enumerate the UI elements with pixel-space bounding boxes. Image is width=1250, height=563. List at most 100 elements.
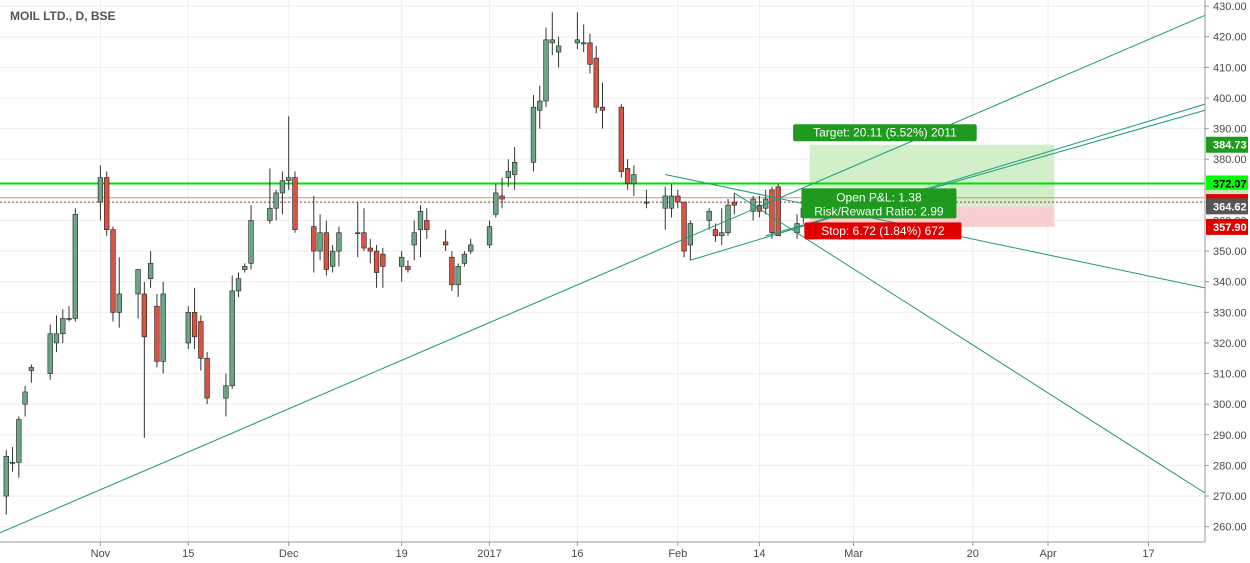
candle-up — [72, 214, 78, 319]
x-tick-label: Nov — [91, 548, 111, 560]
y-tick-label: 410.00 — [1213, 62, 1247, 74]
stop-label-box — [804, 222, 962, 240]
candle-down — [624, 168, 631, 185]
candle-up — [97, 177, 104, 203]
candle-down — [110, 229, 116, 313]
candle-up — [9, 462, 16, 464]
grid — [0, 0, 1205, 542]
candle-up — [185, 312, 191, 344]
candle-down — [499, 195, 505, 200]
candle-down — [361, 232, 367, 249]
y-tick-label: 260.00 — [1213, 522, 1247, 534]
candle-down — [141, 293, 148, 338]
stop-label: Stop: 6.72 (1.84%) 672 — [821, 224, 945, 238]
candle-up — [336, 232, 342, 252]
candle-down — [593, 57, 599, 108]
x-tick-label: Feb — [668, 548, 687, 560]
candle-down — [104, 177, 110, 230]
candle-up — [581, 42, 587, 45]
candle-up — [135, 269, 141, 295]
trend-line[interactable] — [734, 192, 1206, 494]
trend-line[interactable] — [690, 103, 1206, 261]
price-badge-box — [1206, 175, 1248, 192]
candle-up — [662, 195, 668, 209]
candle-up — [329, 250, 336, 267]
candle-up — [574, 39, 581, 44]
candle-up — [16, 419, 22, 463]
y-tick-label: 310.00 — [1213, 369, 1247, 381]
candle-down — [587, 42, 593, 65]
candle-down — [675, 195, 681, 203]
x-tick-label: Dec — [279, 548, 299, 560]
candle-down — [198, 321, 204, 359]
candle-up — [411, 232, 417, 246]
trend-line[interactable] — [0, 14, 1206, 534]
price-badge: 364.62 — [1213, 201, 1247, 213]
x-tick-label: 15 — [182, 548, 194, 560]
candle-up — [22, 391, 28, 405]
pnl-label: Open P&L: 1.38 — [836, 190, 922, 204]
candle-down — [599, 106, 606, 111]
candle-up — [28, 367, 35, 371]
x-tick-label: 16 — [571, 548, 583, 560]
horizontal-levels — [0, 182, 1205, 203]
candle-up — [267, 207, 273, 221]
candle-up — [286, 177, 292, 181]
candle-down — [449, 256, 455, 286]
candle-up — [229, 290, 235, 387]
candle-up — [60, 318, 66, 335]
candle-up — [530, 106, 537, 163]
price-badge: 384.73 — [1213, 140, 1247, 152]
candle-up — [47, 333, 53, 374]
candle-up — [486, 226, 493, 246]
y-tick-label: 330.00 — [1213, 307, 1247, 319]
y-tick-label: 270.00 — [1213, 491, 1247, 503]
candle-up — [493, 192, 499, 215]
x-tick-label: 14 — [753, 548, 765, 560]
y-tick-label: 340.00 — [1213, 277, 1247, 289]
candle-up — [248, 220, 254, 264]
candle-up — [687, 223, 694, 246]
candle-down — [191, 312, 198, 338]
candle-down — [311, 226, 317, 252]
candle-down — [405, 266, 411, 270]
price-badge: 357.90 — [1213, 222, 1247, 234]
candle-up — [53, 333, 60, 344]
price-badge-box — [1206, 198, 1248, 215]
price-badge-box — [1206, 136, 1248, 153]
x-tick-label: 20 — [967, 548, 979, 560]
candle-up — [273, 192, 279, 209]
candle-down — [204, 357, 210, 399]
candle-up — [455, 266, 461, 286]
candle-up — [355, 232, 361, 235]
y-tick-label: 280.00 — [1213, 460, 1247, 472]
candle-up — [505, 171, 512, 178]
candle-up — [719, 232, 725, 237]
candle-up — [399, 256, 405, 267]
candle-down — [681, 201, 687, 252]
candle-up — [66, 318, 72, 320]
x-tick-label: Apr — [1040, 548, 1057, 560]
candle-up — [279, 180, 286, 194]
candle-up — [549, 39, 555, 44]
candle-up — [417, 210, 424, 230]
candle-up — [317, 232, 323, 252]
candle-up — [468, 244, 474, 252]
candle-down — [373, 250, 380, 273]
pnl-box — [801, 188, 957, 219]
candle-up — [555, 45, 562, 53]
candle-down — [154, 305, 160, 362]
target-label: Target: 20.11 (5.52%) 2011 — [813, 126, 957, 140]
y-tick-label: 430.00 — [1213, 1, 1247, 13]
rr-label: Risk/Reward Ratio: 2.99 — [814, 204, 944, 218]
candle-down — [380, 253, 386, 267]
candle-up — [631, 174, 637, 185]
candles — [3, 12, 813, 515]
y-tick-label: 420.00 — [1213, 32, 1247, 44]
candle-up — [706, 210, 712, 221]
candle-up — [668, 195, 675, 209]
candle-down — [424, 220, 430, 230]
